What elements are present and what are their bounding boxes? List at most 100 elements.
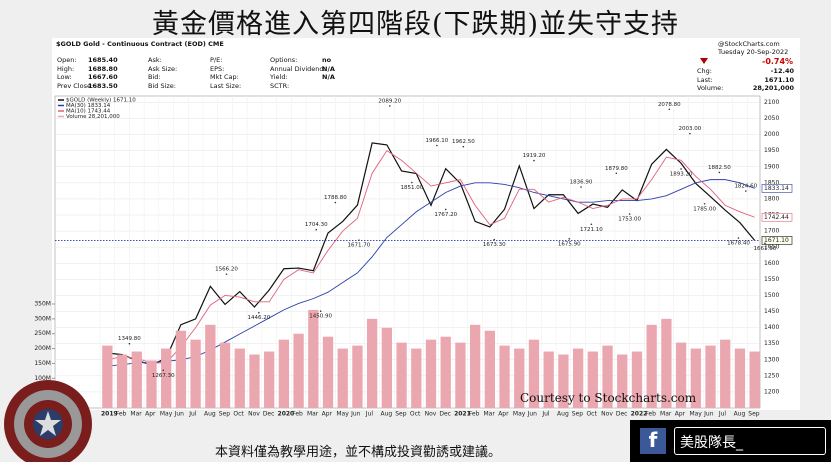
x-tick-label: Dec [439,411,451,418]
volume-bar [484,330,495,408]
x-tick-label: Sep [395,411,407,418]
x-tick-label: Mar [307,411,319,418]
y-tick-label: 2050 [764,115,779,122]
symbol: $GOLD Gold - Continuous Contract (EOD) C… [56,40,224,48]
y2-tick-label: 300M [34,315,51,322]
x-tick-label: Aug [734,411,746,418]
annotation-label: 1824.60 [734,184,757,190]
x-tick-label: Sep [219,411,231,418]
volume-bar [499,345,510,408]
series-line [107,142,756,366]
annotation-label: 1882.50 [708,165,731,171]
field-label: P/E: [210,56,223,64]
x-tick-label: 2022 [631,411,648,418]
x-tick-label: Aug [381,411,393,418]
y-tick-label: 1700 [764,228,779,235]
volume-bar [425,339,437,408]
field-label: Options: [270,56,298,64]
quote-value: 1671.10 [764,75,794,84]
date: Tuesday 20-Sep-2022 [718,48,789,56]
legend-label: $GOLD (Weekly) 1671.10 [66,98,136,104]
y-tick-label: 1600 [764,260,779,267]
quote-label: Chg: [697,67,712,75]
field-label: Bid Size: [148,81,176,90]
annotation-point [334,201,337,204]
shield [4,380,92,462]
series-line [107,150,755,364]
annotation-point [315,228,318,231]
volume-bar [720,339,731,408]
annotation-point [737,237,740,239]
annotation-label: 1785.00 [693,206,716,212]
annotation-point [703,202,706,205]
volume-bar [631,351,643,408]
volume-bar [617,354,628,408]
x-tick-label: Apr [322,411,333,418]
y2-tick-label: 100M [34,375,51,382]
last-tag-box [761,184,793,193]
x-tick-label: Jul [541,411,550,418]
field-label: Annual Dividend: [270,64,326,73]
y-tick-label: 1250 [764,372,779,379]
field-value: 1667.60 [88,73,118,81]
x-tick-label: Sep [748,411,760,418]
volume-bar [249,354,260,408]
annotation-label: 1788.80 [324,195,347,201]
annotation-point [689,132,691,135]
field-value: 1688.80 [88,64,118,73]
annotation-label: 1753.00 [618,217,641,223]
y-tick-label: 1800 [764,195,779,202]
volume-bar [293,333,304,408]
volume-bar [690,348,701,408]
field-label: SCTR: [270,81,290,90]
x-tick-label: Jun [527,411,538,418]
y-tick-label: 1450 [764,308,779,315]
courtesy: Courtesy to Stockcharts.com [520,391,697,405]
volume-bar [469,324,481,408]
y-tick-label: 1350 [764,340,779,347]
annotation-point [568,238,571,240]
field-value: no [322,56,332,64]
field-label: Last Size: [210,81,242,90]
x-tick-label: Oct [586,411,597,418]
volume-bar [528,339,540,408]
x-tick-label: Nov [248,411,260,418]
annotation-label: 1673.30 [483,242,506,248]
field-label: Yield: [270,73,288,81]
field-label: Open: [57,56,77,64]
annotation-label: 1704.30 [305,222,328,228]
volume-bar [514,348,525,408]
quote-value: 28,201,000 [752,84,794,92]
annotation-point [493,238,496,241]
quote-label: Volume: [697,84,724,92]
annotation-label: 1661.90 [754,246,777,252]
annotation-label: 1962.50 [452,139,475,145]
annotation-point [319,310,322,313]
volume-bar [661,318,672,408]
annotation-label: 1349.80 [118,336,141,342]
annotation-point [668,108,671,111]
x-tick-label: Jul [188,411,197,418]
annotation-point [436,144,438,147]
y2-tick-label: 200M [34,345,51,352]
annotation-label: 1678.40 [727,241,750,247]
volume-bar [102,345,113,408]
annotation-label: 1671.70 [348,243,371,249]
legend-label: MA(10) 1743.44 [66,109,111,115]
x-tick-label: Jul [718,411,727,418]
fb-icon: f [640,428,666,454]
y2-tick-label: 250M [34,330,51,337]
x-tick-label: Jun [174,411,185,418]
x-tick-label: Oct [410,411,421,418]
y-tick-label: 1850 [764,179,779,186]
volume-bar [587,351,598,408]
x-tick-label: Jun [350,411,361,418]
annotation-label: 1836.90 [570,180,593,186]
annotation-label: 1966.10 [426,138,449,144]
annotation-point [615,172,618,175]
annotation-point [462,145,465,148]
volume-bar [234,348,245,408]
volume-bar [646,324,657,408]
volume-bar [175,330,187,408]
